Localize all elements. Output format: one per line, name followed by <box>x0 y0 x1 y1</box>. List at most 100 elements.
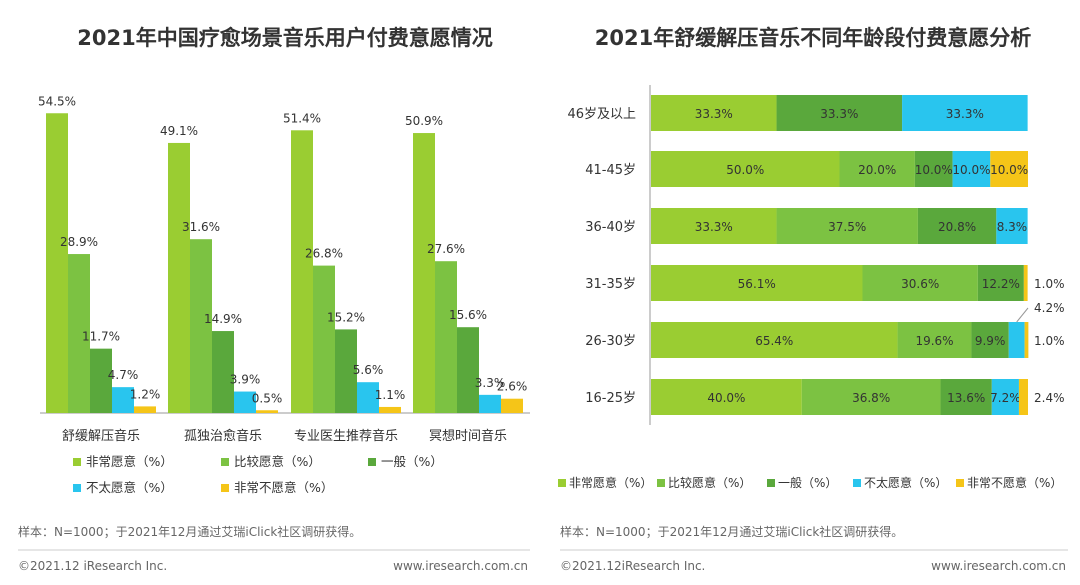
left-bar-3-2 <box>457 327 479 413</box>
left-value-label-3-2: 15.6% <box>449 308 487 322</box>
right-segment-4-4 <box>1024 322 1029 358</box>
left-value-label-3-3: 3.3% <box>475 376 506 390</box>
right-segment-3-0 <box>651 265 863 301</box>
left-legend-label-4: 非常不愿意（%） <box>234 480 333 495</box>
right-segment-2-1 <box>776 208 918 244</box>
left-legend-label-1: 比较愿意（%） <box>234 454 321 469</box>
left-copyright: ©2021.12 iResearch Inc. <box>18 559 167 573</box>
right-segment-0-3 <box>902 95 1028 131</box>
right-segment-1-0 <box>651 151 840 187</box>
right-value-label-4-4: 1.0% <box>1034 334 1065 348</box>
left-bar-1-0 <box>168 142 190 413</box>
left-note: 样本：N=1000；于2021年12月通过艾瑞iClick社区调研获得。 <box>18 524 361 539</box>
left-bar-1-4 <box>256 410 278 413</box>
left-category-label-0: 舒缓解压音乐 <box>62 428 140 444</box>
right-value-label-1-4: 10.0% <box>990 163 1028 177</box>
left-category-label-2: 专业医生推荐音乐 <box>294 428 398 444</box>
left-bar-3-3 <box>479 394 501 413</box>
left-value-label-0-1: 28.9% <box>60 235 98 249</box>
right-note: 样本：N=1000；于2021年12月通过艾瑞iClick社区调研获得。 <box>560 524 903 539</box>
right-segment-5-4 <box>1018 379 1028 415</box>
left-value-label-0-4: 1.2% <box>130 387 161 401</box>
right-value-label-1-0: 50.0% <box>726 163 764 177</box>
right-segment-1-1 <box>839 151 915 187</box>
left-bar-2-0 <box>291 130 313 414</box>
right-segment-4-3 <box>1008 322 1025 358</box>
left-value-label-1-0: 49.1% <box>160 124 198 138</box>
left-bar-1-2 <box>212 331 234 413</box>
right-value-label-0-2: 33.3% <box>820 107 858 121</box>
right-segment-4-0 <box>651 322 898 358</box>
right-category-label-5: 16-25岁 <box>585 391 636 406</box>
right-value-label-0-0: 33.3% <box>695 107 733 121</box>
right-value-label-3-2: 12.2% <box>982 277 1020 291</box>
left-category-label-1: 孤独治愈音乐 <box>184 428 262 444</box>
left-category-label-3: 冥想时间音乐 <box>429 428 507 444</box>
left-value-label-3-0: 50.9% <box>405 114 443 128</box>
left-legend-label-2: 一般（%） <box>381 454 443 469</box>
left-bar-0-3 <box>112 387 134 413</box>
right-category-label-4: 26-30岁 <box>585 334 636 349</box>
left-value-label-1-4: 0.5% <box>252 391 283 405</box>
left-bar-3-1 <box>435 261 457 413</box>
right-category-label-1: 41-45岁 <box>585 163 636 178</box>
right-segment-1-3 <box>952 151 991 187</box>
left-value-label-1-3: 3.9% <box>230 373 261 387</box>
right-callout-line-4-3 <box>1016 307 1029 323</box>
right-value-label-1-1: 20.0% <box>858 163 896 177</box>
left-value-label-1-1: 31.6% <box>182 220 220 234</box>
right-value-label-3-4: 1.0% <box>1034 277 1065 291</box>
left-bar-0-4 <box>134 406 156 413</box>
left-value-label-3-4: 2.6% <box>497 380 528 394</box>
right-value-label-4-3: 4.2% <box>1034 301 1065 315</box>
left-value-label-0-2: 11.7% <box>82 330 120 344</box>
right-category-label-3: 31-35岁 <box>585 277 636 292</box>
right-legend-swatch-4 <box>956 479 964 487</box>
right-value-label-2-1: 37.5% <box>828 220 866 234</box>
right-legend-label-2: 一般（%） <box>778 475 837 490</box>
right-segment-5-2 <box>940 379 992 415</box>
right-legend-label-3: 不太愿意（%） <box>864 475 947 490</box>
left-legend-swatch-4 <box>221 484 229 492</box>
right-segment-2-0 <box>651 208 777 244</box>
right-website: www.iresearch.com.cn <box>931 559 1066 573</box>
right-legend-label-4: 非常不愿意（%） <box>967 475 1062 490</box>
left-chart-title: 2021年中国疗愈场景音乐用户付费意愿情况 <box>77 26 492 50</box>
left-value-label-3-1: 27.6% <box>427 242 465 256</box>
right-value-label-2-3: 8.3% <box>997 220 1028 234</box>
left-legend-label-0: 非常愿意（%） <box>86 454 173 469</box>
right-segment-2-2 <box>917 208 997 244</box>
left-bar-2-3 <box>357 382 379 413</box>
right-value-label-2-0: 33.3% <box>695 220 733 234</box>
left-bar-3-0 <box>413 133 435 414</box>
right-segment-1-2 <box>914 151 953 187</box>
right-segment-4-1 <box>897 322 972 358</box>
left-bar-2-1 <box>313 265 335 413</box>
right-category-label-2: 36-40岁 <box>585 220 636 235</box>
left-bar-1-3 <box>234 391 256 413</box>
right-value-label-4-0: 65.4% <box>755 334 793 348</box>
left-value-label-2-0: 51.4% <box>283 111 321 125</box>
right-legend-label-1: 比较愿意（%） <box>668 475 751 490</box>
chart-marks: 54.5% 28.9% 11.7% 4.7% 1.2% 舒缓解压音乐 49.1% 31.6% 1… <box>38 94 1065 495</box>
right-chart-title: 2021年舒缓解压音乐不同年龄段付费意愿分析 <box>595 26 1031 50</box>
right-legend-swatch-0 <box>558 479 566 487</box>
right-segment-5-3 <box>991 379 1019 415</box>
left-bar-3-4 <box>501 398 523 413</box>
right-value-label-1-3: 10.0% <box>952 163 990 177</box>
right-value-label-3-0: 56.1% <box>738 277 776 291</box>
right-value-label-2-2: 20.8% <box>938 220 976 234</box>
left-legend-label-3: 不太愿意（%） <box>86 480 173 495</box>
right-value-label-5-4: 2.4% <box>1034 391 1065 405</box>
left-value-label-2-2: 15.2% <box>327 310 365 324</box>
left-value-label-2-3: 5.6% <box>353 363 384 377</box>
left-legend-swatch-2 <box>368 458 376 466</box>
right-segment-3-4 <box>1023 265 1028 301</box>
right-value-label-4-1: 19.6% <box>915 334 953 348</box>
left-legend-swatch-1 <box>221 458 229 466</box>
right-segment-1-4 <box>990 151 1028 187</box>
left-bar-0-1 <box>68 254 90 413</box>
left-bar-0-0 <box>46 113 68 413</box>
left-bar-2-2 <box>335 329 357 413</box>
